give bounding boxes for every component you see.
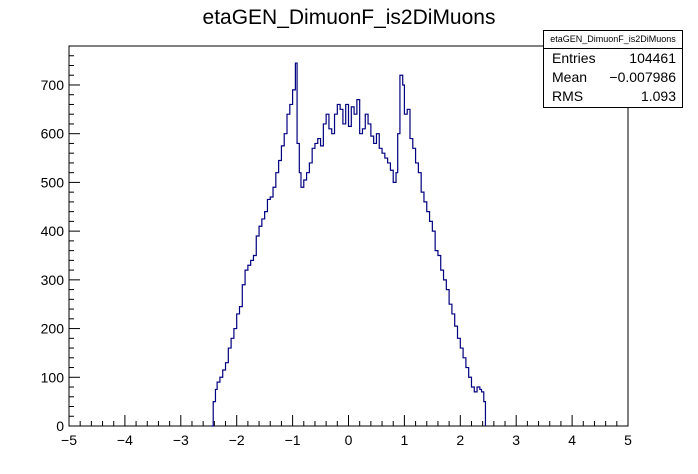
stats-title: etaGEN_DimuonF_is2DiMuons [544,31,682,49]
stats-row-rms: RMS 1.093 [544,87,682,106]
histogram-line [211,62,487,427]
y-tick-label: 200 [41,321,65,337]
x-tick-label: −3 [173,432,189,448]
y-tick-label: 400 [41,223,65,239]
y-tick-label: 300 [41,272,65,288]
stats-value: −0.007986 [609,69,676,85]
y-tick-label: 0 [56,418,64,434]
y-tick-label: 100 [41,369,65,385]
x-tick-label: 1 [401,432,409,448]
x-tick-label: −4 [117,432,133,448]
x-tick-label: 3 [512,432,520,448]
x-tick-label: 4 [568,432,576,448]
y-tick-label: 600 [41,126,65,142]
y-tick-label: 700 [41,77,65,93]
x-tick-label: −1 [285,432,301,448]
chart-title: etaGEN_DimuonF_is2DiMuons [202,6,496,29]
x-tick-label: 0 [345,432,353,448]
stats-value: 104461 [629,50,676,66]
x-tick-label: 2 [456,432,464,448]
x-tick-label: 5 [624,432,632,448]
x-tick-label: −2 [229,432,245,448]
stats-box: etaGEN_DimuonF_is2DiMuons Entries 104461… [543,30,683,108]
stats-row-mean: Mean −0.007986 [544,68,682,87]
stats-label: Entries [552,50,596,66]
y-tick-label: 500 [41,174,65,190]
stats-label: RMS [552,88,584,104]
stats-row-entries: Entries 104461 [544,49,682,68]
stats-value: 1.093 [640,88,676,104]
x-tick-label: −5 [61,432,77,448]
stats-label: Mean [552,69,588,85]
